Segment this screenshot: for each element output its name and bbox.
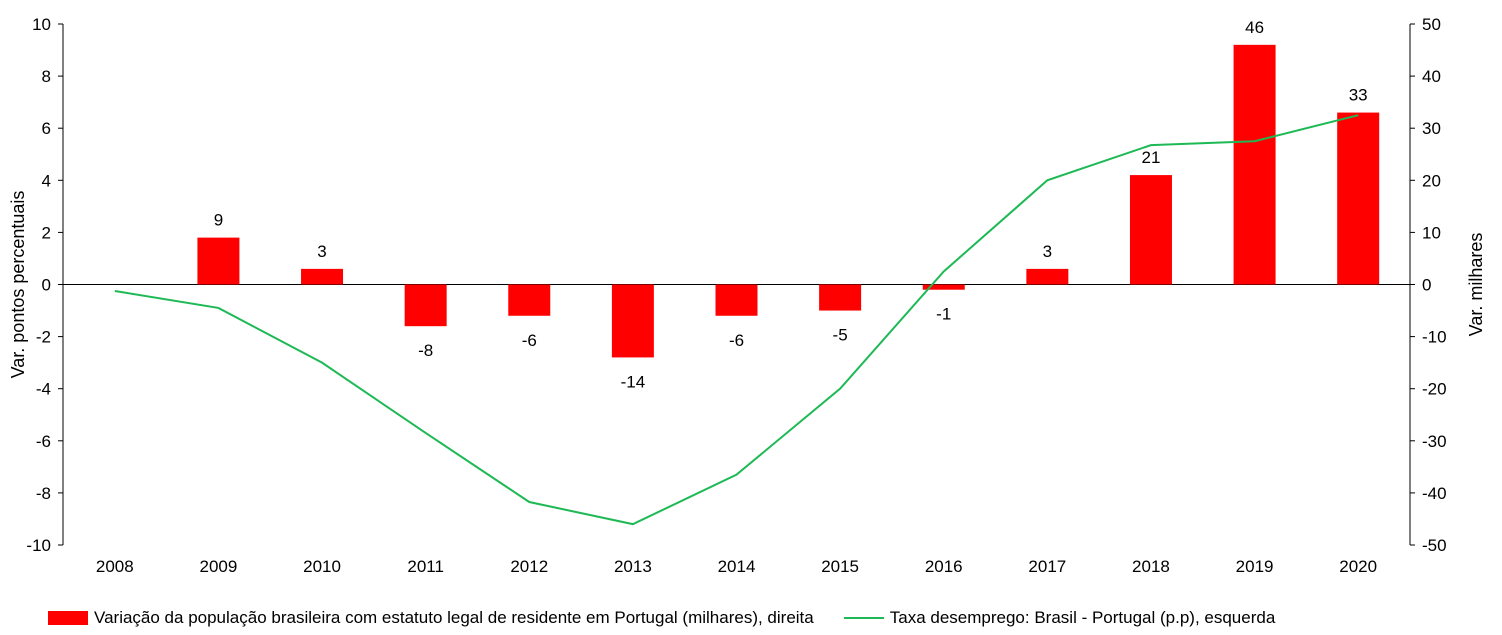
right-tick-label: 0 [1422,276,1431,295]
right-tick-label: 20 [1422,171,1441,190]
chart-svg: 1086420-2-4-6-8-1050403020100-10-20-30-4… [8,15,1486,576]
x-tick-label: 2010 [303,557,341,576]
left-tick-label: -4 [36,380,51,399]
legend-bar-label: Variação da população brasileira com est… [94,608,814,627]
left-tick-label: 2 [42,223,51,242]
unemployment-line [114,114,1359,526]
right-tick-label: -40 [1422,484,1447,503]
left-tick-label: 8 [42,67,51,86]
bar-data-label: -1 [936,305,951,324]
bar [1026,268,1069,285]
bar [922,284,965,290]
legend-item-bars: Variação da população brasileira com est… [48,608,814,628]
right-tick-label: 50 [1422,15,1441,34]
left-tick-label: -8 [36,484,51,503]
legend-item-line: Taxa desemprego: Brasil - Portugal (p.p)… [843,608,1276,628]
x-tick-label: 2017 [1028,557,1066,576]
left-tick-label: 0 [42,276,51,295]
bar [715,284,758,316]
left-tick-label: 6 [42,119,51,138]
bar-data-label: 9 [214,211,223,230]
right-axis-title: Var. milhares [1466,233,1486,337]
bar-data-label: -6 [729,331,744,350]
right-tick-label: -10 [1422,328,1447,347]
x-tick-label: 2018 [1132,557,1170,576]
bar-data-label: -6 [522,331,537,350]
bar [508,284,551,316]
bar [1233,44,1276,285]
x-tick-label: 2019 [1236,557,1274,576]
right-tick-label: -20 [1422,380,1447,399]
bar-data-label: 3 [317,242,326,261]
right-tick-label: 10 [1422,223,1441,242]
x-tick-label: 2016 [925,557,963,576]
right-tick-label: 40 [1422,67,1441,86]
left-tick-label: 10 [32,15,51,34]
bar-data-label: -8 [418,341,433,360]
legend-line-swatch [843,617,884,619]
left-axis-title: Var. pontos percentuais [8,191,28,379]
x-tick-label: 2012 [510,557,548,576]
bar [1337,112,1380,285]
bar [301,268,344,285]
bar [404,284,447,327]
left-tick-label: -2 [36,328,51,347]
x-tick-label: 2014 [718,557,756,576]
x-tick-label: 2009 [200,557,238,576]
x-tick-label: 2013 [614,557,652,576]
x-tick-label: 2020 [1339,557,1377,576]
right-tick-label: -50 [1422,536,1447,555]
bar [611,284,654,358]
legend: Variação da população brasileira com est… [48,608,1305,628]
x-tick-label: 2011 [407,557,444,576]
legend-bar-swatch [48,611,88,625]
bar-data-label: -14 [621,372,646,391]
x-tick-label: 2015 [821,557,859,576]
legend-line-label: Taxa desemprego: Brasil - Portugal (p.p)… [889,608,1276,627]
bar-data-label: -5 [833,326,848,345]
x-tick-label: 2008 [96,557,134,576]
bar-data-label: 33 [1349,86,1368,105]
bar-data-label: 3 [1043,242,1052,261]
bar-data-label: 21 [1142,148,1161,167]
bar-data-label: 46 [1245,18,1264,37]
left-tick-label: -6 [36,432,51,451]
left-tick-label: 4 [42,171,51,190]
right-tick-label: 30 [1422,119,1441,138]
bar [819,284,862,311]
right-tick-label: -30 [1422,432,1447,451]
bar [197,237,240,285]
left-tick-label: -10 [26,536,51,555]
bar [1129,175,1172,285]
